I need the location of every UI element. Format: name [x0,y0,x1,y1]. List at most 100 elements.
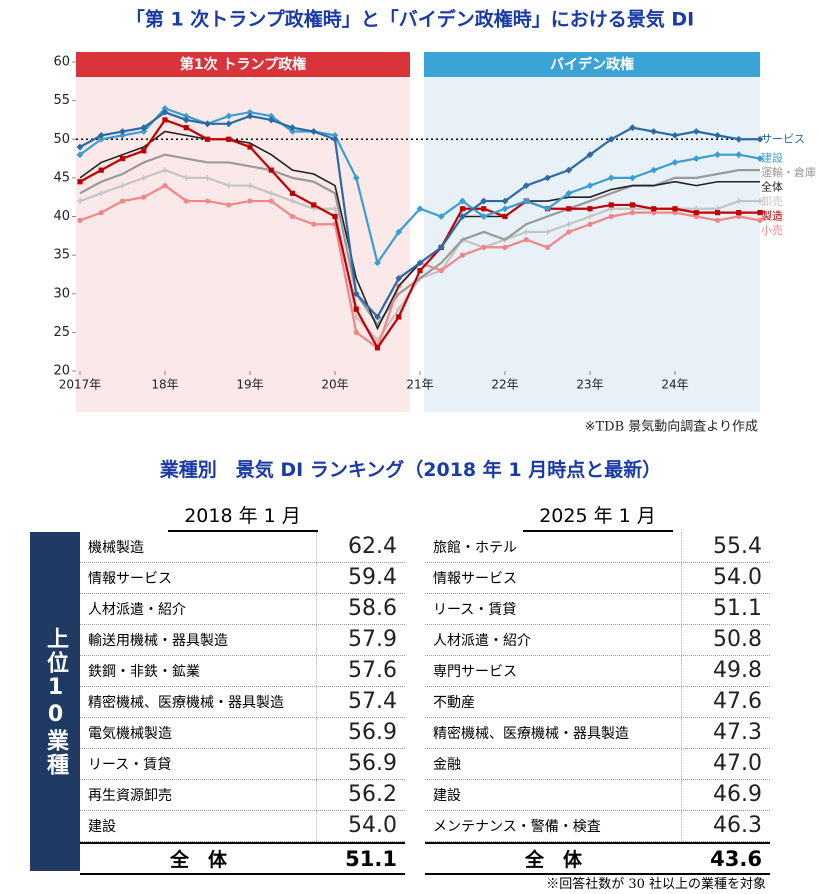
table-row: リース・賃貸 56.9 [80,749,405,780]
marker [522,197,530,205]
marker [204,136,211,142]
marker [565,189,573,197]
table-header: 2018 年 1 月 [167,503,318,532]
total-label: 全 体 [169,849,227,871]
marker [480,197,488,205]
marker [566,229,572,235]
di-value: 46.9 [681,780,770,810]
table-row: 精密機械、医療機械・器具製造 47.3 [425,718,770,749]
table-row: 情報サービス 54.0 [425,563,770,594]
ranking-note: ※回答社数が 30 社以上の業種を対象 [546,877,766,892]
marker [736,210,742,216]
x-tick-label: 20年 [321,378,348,392]
period-shade [76,52,410,412]
marker [268,190,275,197]
marker [226,202,232,208]
marker [289,124,296,132]
marker [523,228,530,235]
marker [544,244,551,250]
marker [268,167,274,173]
industry-name: リース・賃貸 [433,602,517,618]
marker [671,159,679,166]
marker [608,213,614,220]
marker [651,206,657,212]
marker [119,155,126,162]
di-value: 49.8 [681,656,770,686]
period-label: 第1次 トランプ政権 [180,56,306,73]
marker [459,206,466,212]
industry-name: 人材派遣・紹介 [433,633,531,649]
di-value: 57.4 [316,687,405,717]
marker [98,167,104,173]
marker [289,198,296,205]
x-tick-label: 18年 [151,378,178,392]
table-row: 専門サービス 49.8 [425,656,770,687]
table-row: 情報サービス 59.4 [80,563,405,594]
period-band [424,52,760,77]
marker [756,155,764,162]
marker [692,155,700,162]
y-tick-label: 50 [53,132,70,147]
table-row: 建設 46.9 [425,780,770,811]
marker [438,267,444,274]
marker [437,213,445,220]
di-value: 62.4 [316,532,405,562]
industry-name: 再生資源卸売 [88,788,172,804]
marker [586,182,594,189]
marker [608,202,614,208]
marker [332,205,338,212]
marker [693,210,699,216]
marker [226,136,232,142]
marker [225,182,232,189]
y-tick-label: 20 [53,364,70,379]
marker [522,182,530,189]
industry-name: 情報サービス [88,571,172,587]
legend-label: 小売 [761,224,783,237]
marker [714,210,721,216]
marker [523,237,529,243]
industry-name: 専門サービス [433,664,517,680]
marker [502,213,508,220]
marker [119,128,126,135]
table-row: 鉄鋼・非鉄・鉱業 57.6 [80,656,405,687]
marker [566,206,572,212]
x-tick-label: 24年 [661,378,688,392]
di-value: 51.1 [681,594,770,624]
marker [544,174,551,182]
marker [140,124,148,132]
marker [459,252,466,258]
total-row: 全 体 43.6 [425,842,770,875]
table-row: 旅館・ホテル 55.4 [425,532,770,563]
marker [97,131,105,139]
marker [672,206,678,212]
marker [289,190,296,196]
marker [757,217,763,223]
industry-name: 不動産 [433,695,475,711]
marker [437,244,445,251]
marker [183,198,189,204]
chart-title: 「第 1 次トランプ政権時」と「バイデン政権時」における景気 DI [126,8,694,31]
marker [692,128,700,135]
marker [246,112,254,120]
marker [374,345,381,351]
marker [353,306,359,312]
industry-name: 機械製造 [88,540,144,556]
marker [671,131,679,139]
marker [502,244,508,250]
marker [544,228,551,235]
ranking-table: 2018 年 1 月機械製造 62.4 情報サービス 59.4 人材派遣・紹介 58.6 輸… [80,503,405,875]
table-row: 輸送用機械・器具製造 57.9 [80,625,405,656]
marker [480,213,488,220]
x-tick-label: 22年 [491,378,518,392]
di-value: 46.3 [681,811,770,841]
marker [714,151,721,159]
marker [650,128,658,135]
marker [225,120,233,128]
y-tick-label: 25 [53,325,70,340]
x-tick-label: 21年 [406,378,433,392]
marker [459,213,466,220]
ranking-table: 2025 年 1 月旅館・ホテル 55.4 情報サービス 54.0 リース・賃貸 51.1… [425,503,770,875]
marker [587,221,593,227]
marker [417,267,423,274]
table-row: 建設 54.0 [80,811,405,842]
